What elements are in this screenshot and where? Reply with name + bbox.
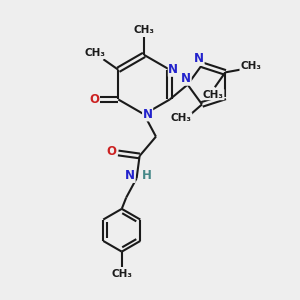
Text: N: N [181, 72, 191, 85]
Text: H: H [142, 169, 152, 182]
Text: N: N [142, 108, 153, 121]
Text: CH₃: CH₃ [84, 48, 105, 59]
Text: O: O [89, 93, 99, 106]
Text: CH₃: CH₃ [171, 113, 192, 123]
Text: CH₃: CH₃ [111, 269, 132, 279]
Text: O: O [107, 145, 117, 158]
Text: N: N [168, 63, 178, 76]
Text: N: N [125, 169, 135, 182]
Text: CH₃: CH₃ [203, 90, 224, 100]
Text: CH₃: CH₃ [240, 61, 261, 71]
Text: N: N [194, 52, 204, 65]
Text: CH₃: CH₃ [134, 25, 154, 34]
